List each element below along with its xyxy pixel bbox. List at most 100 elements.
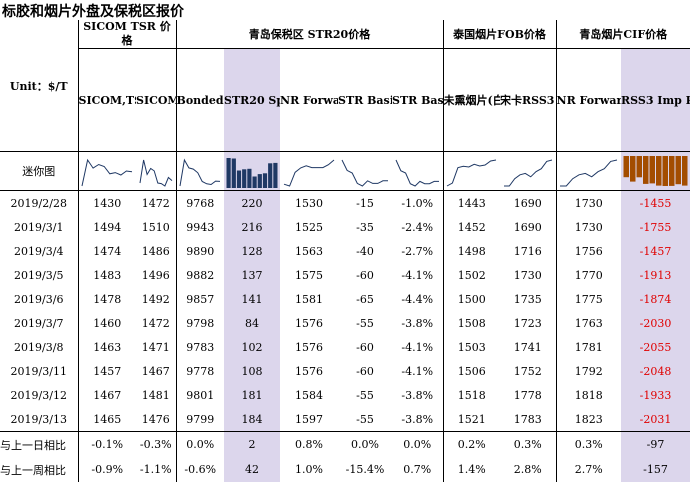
sparkline-line	[81, 158, 133, 187]
sparkline-cell	[392, 151, 444, 191]
cell-value: 1735	[500, 287, 557, 311]
col-header-songkhla-rss3: 宋卡RSS3（1M）,(USD/T)	[500, 48, 557, 152]
cell-value: 1730	[574, 196, 603, 210]
cell-value: 0.0%	[392, 431, 444, 457]
cell-value: 1.0%	[295, 463, 323, 476]
sparkline-line	[341, 159, 389, 187]
sparkline-row: 迷你图	[0, 151, 690, 191]
col-header-bonded-spot: Bonded Spot Prices, STR 20	[176, 48, 225, 152]
sparkline-bar	[236, 170, 242, 188]
sparkline-bar	[257, 174, 262, 188]
cell-value: 1752	[500, 359, 557, 383]
cell-value: -1933	[621, 383, 690, 407]
cell-value: -65	[356, 292, 374, 306]
sparkline-cell	[500, 151, 557, 191]
sparkline-label: 迷你图	[0, 151, 79, 191]
cell-value: 0.2%	[457, 438, 486, 451]
table-row: 2019/3/1 1494 1510 9943 216 1525 -35 -2.4% 1452 1…	[0, 215, 690, 239]
col-header-sicom-1m: SICOM,TSR, 1M	[78, 48, 136, 152]
col-header-unsmoked-sheet: 未熏烟片(白片)(USD/T)	[443, 48, 501, 152]
cell-value: 9857	[186, 292, 215, 306]
row-date: 2019/2/28	[0, 190, 79, 215]
cell-value: -1874	[621, 287, 690, 311]
cell-value: 1500	[457, 292, 486, 306]
cell-value: 1792	[574, 364, 603, 378]
cell-value: 0.3%	[500, 431, 557, 457]
cell-value: 1492	[136, 287, 177, 311]
cell-value: 1463	[93, 340, 122, 354]
cell-value: -97	[621, 431, 690, 457]
cell-value: 9783	[186, 340, 215, 354]
cell-value: -1.0%	[392, 190, 444, 215]
cell-value: 181	[224, 383, 281, 407]
sparkline-cell	[176, 151, 225, 191]
table-row: 2019/3/12 1467 1481 9801 181 1584 -55 -3.8% 1518…	[0, 383, 690, 407]
cell-value: 0.0%	[351, 438, 379, 451]
change-row: 与上一周相比 -0.9% -1.1% -0.6% 42 1.0% -15.4% 0.7% 1.4…	[0, 457, 690, 482]
cell-value: -2.7%	[392, 239, 444, 263]
table-row: 2019/3/4 1474 1486 9890 128 1563 -40 -2.7% 1498 1…	[0, 239, 690, 263]
cell-value: 1783	[500, 407, 557, 432]
cell-value: 1823	[556, 407, 622, 432]
sparkline-cell	[338, 151, 393, 191]
cell-value: 2.8%	[500, 457, 557, 482]
sparkline-cell	[621, 151, 690, 191]
row-date: 2019/3/8	[0, 335, 79, 359]
cell-value: -55	[356, 388, 374, 402]
sparkline	[560, 159, 618, 187]
cell-value: -0.9%	[91, 463, 124, 476]
cell-value: 2.7%	[574, 463, 603, 476]
cell-value: 9801	[186, 388, 215, 402]
row-date: 2019/3/4	[0, 239, 79, 263]
cell-value: -2.4%	[392, 215, 444, 239]
sparkline-line	[447, 159, 497, 187]
row-date: 2019/3/11	[0, 359, 79, 383]
cell-value: 9882	[186, 268, 215, 282]
table-row: 2019/3/8 1463 1471 9783 102 1576 -60 -4.1% 1503 1…	[0, 335, 690, 359]
cell-value: -157	[621, 457, 690, 482]
sparkline-bar	[252, 176, 257, 188]
sparkline	[623, 156, 688, 186]
cell-value: 9798	[186, 316, 215, 330]
col-header-rss3-pnl: RSS3 Imp PnL (1M)（元/吨）	[621, 48, 690, 152]
sparkline-bar	[675, 156, 682, 185]
cell-value: 137	[224, 263, 281, 287]
cell-value: 9768	[186, 196, 215, 210]
cell-value: -3.8%	[392, 407, 444, 432]
cell-value: -40	[356, 244, 374, 258]
cell-value: 1770	[574, 268, 603, 282]
cell-value: 1775	[574, 292, 603, 306]
cell-value: 1723	[500, 311, 557, 335]
sparkline	[139, 159, 173, 187]
change-label: 与上一周相比	[0, 457, 79, 482]
cell-value: 1503	[457, 340, 486, 354]
cell-value: -1755	[621, 215, 690, 239]
sparkline-bar	[662, 156, 669, 186]
sparkline-bar	[682, 156, 688, 186]
cell-value: 1716	[500, 239, 557, 263]
cell-value: 1443	[457, 196, 486, 210]
cell-value: -60	[356, 268, 374, 282]
table-row: 2019/3/7 1460 1472 9798 84 1576 -55 -3.8% 1508 17…	[0, 311, 690, 335]
cell-value: 1818	[574, 388, 603, 402]
sparkline-bar	[656, 156, 662, 186]
cell-value: 1472	[136, 311, 177, 335]
cell-value: -2031	[621, 407, 690, 432]
cell-value: 1581	[295, 292, 324, 306]
cell-value: 128	[224, 239, 281, 263]
sparkline-line	[560, 159, 618, 187]
cell-value: 216	[224, 215, 281, 239]
sparkline	[395, 159, 439, 187]
cell-value: 0.3%	[574, 438, 603, 451]
sparkline-bar	[669, 156, 675, 186]
cell-value: 1506	[457, 364, 486, 378]
cell-value: -35	[356, 220, 374, 234]
col-header-str20-pnl: STR20 Spot Imp PnL vs CR（元/吨）	[224, 48, 281, 152]
sparkline-bar	[623, 156, 630, 178]
cell-value: -55	[338, 407, 393, 432]
sparkline-bar	[231, 158, 236, 188]
cell-value: 1781	[574, 340, 603, 354]
cell-value: 42	[224, 457, 281, 482]
cell-value: 108	[224, 359, 281, 383]
cell-value: 1756	[574, 244, 603, 258]
